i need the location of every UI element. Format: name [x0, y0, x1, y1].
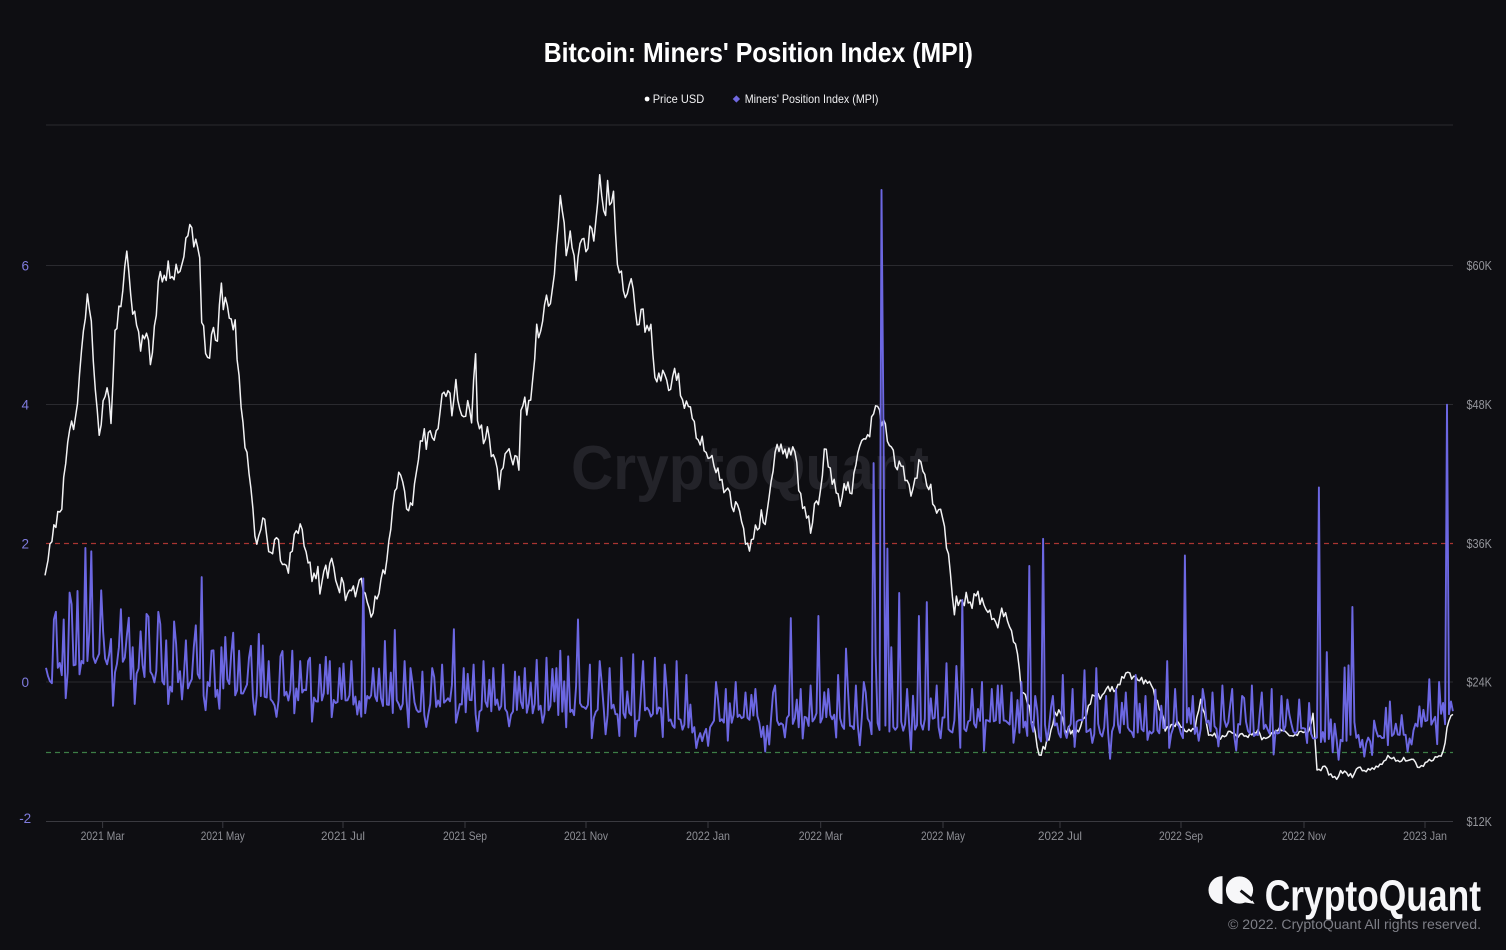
svg-text:2023 Jan: 2023 Jan [1403, 829, 1447, 843]
svg-text:0: 0 [21, 675, 29, 690]
svg-text:Price USD: Price USD [653, 93, 705, 106]
svg-text:2: 2 [21, 536, 29, 551]
svg-text:© 2022. CryptoQuant All rights: © 2022. CryptoQuant All rights reserved. [1228, 917, 1481, 932]
svg-text:2022 Nov: 2022 Nov [1282, 829, 1326, 843]
svg-text:2022 Jan: 2022 Jan [686, 829, 730, 843]
svg-text:6: 6 [21, 258, 29, 273]
svg-text:2022 May: 2022 May [921, 829, 965, 843]
svg-text:$48K: $48K [1467, 398, 1493, 412]
svg-text:Miners' Position Index (MPI): Miners' Position Index (MPI) [745, 93, 879, 106]
svg-text:2022 Mar: 2022 Mar [799, 829, 843, 843]
svg-text:-2: -2 [19, 811, 31, 826]
svg-text:2021 Nov: 2021 Nov [564, 829, 608, 843]
svg-text:$12K: $12K [1467, 815, 1493, 829]
svg-text:$36K: $36K [1467, 537, 1493, 551]
svg-text:Bitcoin: Miners' Position Inde: Bitcoin: Miners' Position Index (MPI) [544, 37, 973, 68]
svg-text:CryptoQuant: CryptoQuant [1265, 871, 1482, 920]
svg-text:2021 May: 2021 May [201, 829, 245, 843]
svg-text:2021 Mar: 2021 Mar [81, 829, 125, 843]
svg-text:4: 4 [21, 397, 29, 412]
svg-text:2021 Sep: 2021 Sep [443, 829, 487, 843]
svg-text:2021 Jul: 2021 Jul [321, 829, 365, 843]
svg-text:$60K: $60K [1467, 259, 1493, 273]
svg-text:2022 Sep: 2022 Sep [1159, 829, 1203, 843]
svg-text:2022 Jul: 2022 Jul [1038, 829, 1082, 843]
svg-text:CryptoQuant: CryptoQuant [571, 434, 929, 503]
svg-text:$24K: $24K [1467, 676, 1493, 690]
